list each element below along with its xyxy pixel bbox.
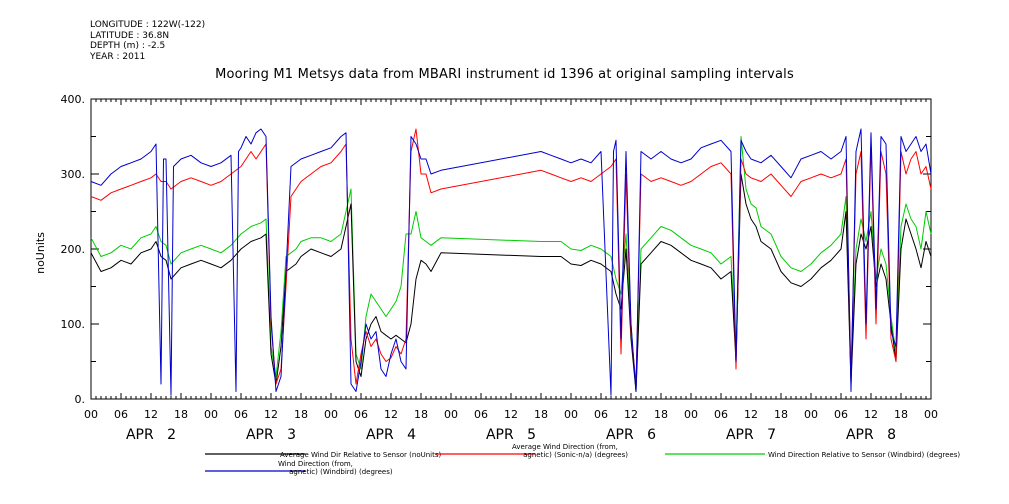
meta-depth: DEPTH (m) : -2.5 bbox=[90, 41, 166, 51]
x-tick-label: 00 bbox=[684, 408, 698, 421]
legend-label-0: Average Wind Dir Relative to Sensor (noU… bbox=[280, 451, 441, 459]
day-label: APR 4 bbox=[366, 427, 416, 443]
x-tick-label: 06 bbox=[234, 408, 248, 421]
x-tick-label: 06 bbox=[594, 408, 608, 421]
day-label: APR 8 bbox=[846, 427, 896, 443]
day-label: APR 5 bbox=[486, 427, 536, 443]
legend-line: Average Wind Dir Relative to Sensor (noU… bbox=[280, 451, 441, 459]
x-tick-label: 18 bbox=[414, 408, 428, 421]
day-label: APR 6 bbox=[606, 427, 656, 443]
y-tick-label: 400. bbox=[61, 93, 86, 106]
legend-line: agnetic) (Windbird) (degrees) bbox=[278, 468, 393, 476]
x-tick-label: 12 bbox=[384, 408, 398, 421]
x-tick-labels: 00 06 12 18 00 06 12 18 00 06 12 18 00 06 12 18 00 06 12 18… bbox=[84, 408, 938, 421]
series-line-3 bbox=[90, 128, 932, 396]
x-tick-label: 00 bbox=[444, 408, 458, 421]
y-tick-label: 100. bbox=[61, 318, 86, 331]
legend-label-1: Average Wind Direction (from, agnetic) (… bbox=[512, 443, 628, 459]
x-tick-label: 06 bbox=[114, 408, 128, 421]
x-tick-label: 06 bbox=[714, 408, 728, 421]
x-tick-label: 18 bbox=[654, 408, 668, 421]
x-tick-label: 18 bbox=[774, 408, 788, 421]
day-labels: APR 2 APR 3 APR 4 APR 5 APR 6 APR 7 APR 8 bbox=[126, 427, 896, 443]
y-tick-label: 200. bbox=[61, 243, 86, 256]
y-tick-label: 300. bbox=[61, 168, 86, 181]
series-line-2 bbox=[90, 136, 932, 392]
legend: Average Wind Dir Relative to Sensor (noU… bbox=[205, 443, 960, 476]
x-tick-label: 00 bbox=[84, 408, 98, 421]
x-tick-label: 06 bbox=[354, 408, 368, 421]
y-tick-label: 0. bbox=[75, 393, 86, 406]
day-label: APR 3 bbox=[246, 427, 296, 443]
plot-axes bbox=[90, 98, 932, 400]
series-layer bbox=[90, 128, 932, 396]
metadata-block: LONGITUDE : 122W(-122) LATITUDE : 36.8N … bbox=[90, 20, 205, 62]
x-tick-label: 12 bbox=[624, 408, 638, 421]
x-tick-label: 18 bbox=[174, 408, 188, 421]
legend-line: agnetic) (Sonic-n/a) (degrees) bbox=[512, 451, 628, 459]
x-tick-label: 00 bbox=[564, 408, 578, 421]
series-line-1 bbox=[90, 128, 932, 385]
legend-line: Wind Direction Relative to Sensor (Windb… bbox=[768, 451, 960, 459]
x-tick-label: 12 bbox=[504, 408, 518, 421]
x-tick-label: 18 bbox=[294, 408, 308, 421]
y-axis-label: noUnits bbox=[34, 232, 47, 274]
legend-line: Wind Direction (from, bbox=[278, 460, 355, 468]
legend-label-3: Wind Direction (from, agnetic) (Windbird… bbox=[278, 460, 393, 476]
series-line-0 bbox=[90, 173, 932, 392]
plot-frame bbox=[90, 98, 932, 400]
x-tick-label: 12 bbox=[864, 408, 878, 421]
x-tick-label: 06 bbox=[834, 408, 848, 421]
x-tick-label: 12 bbox=[144, 408, 158, 421]
meta-latitude: LATITUDE : 36.8N bbox=[90, 30, 170, 41]
x-tick-label: 00 bbox=[324, 408, 338, 421]
day-label: APR 2 bbox=[126, 427, 176, 443]
x-tick-label: 12 bbox=[744, 408, 758, 421]
x-tick-label: 00 bbox=[204, 408, 218, 421]
chart-title: Mooring M1 Metsys data from MBARI instru… bbox=[215, 67, 794, 82]
legend-line: Average Wind Direction (from, bbox=[512, 443, 620, 451]
x-tick-label: 18 bbox=[534, 408, 548, 421]
meta-longitude: LONGITUDE : 122W(-122) bbox=[90, 20, 206, 30]
meta-year: YEAR : 2011 bbox=[90, 51, 146, 62]
x-tick-label: 18 bbox=[894, 408, 908, 421]
y-tick-labels: 0. 100. 200. 300. 400. bbox=[61, 93, 86, 406]
legend-label-2: Wind Direction Relative to Sensor (Windb… bbox=[768, 451, 960, 459]
day-label: APR 7 bbox=[726, 427, 776, 443]
x-tick-label: 00 bbox=[924, 408, 938, 421]
x-tick-label: 00 bbox=[804, 408, 818, 421]
x-tick-label: 12 bbox=[264, 408, 278, 421]
x-tick-label: 06 bbox=[474, 408, 488, 421]
